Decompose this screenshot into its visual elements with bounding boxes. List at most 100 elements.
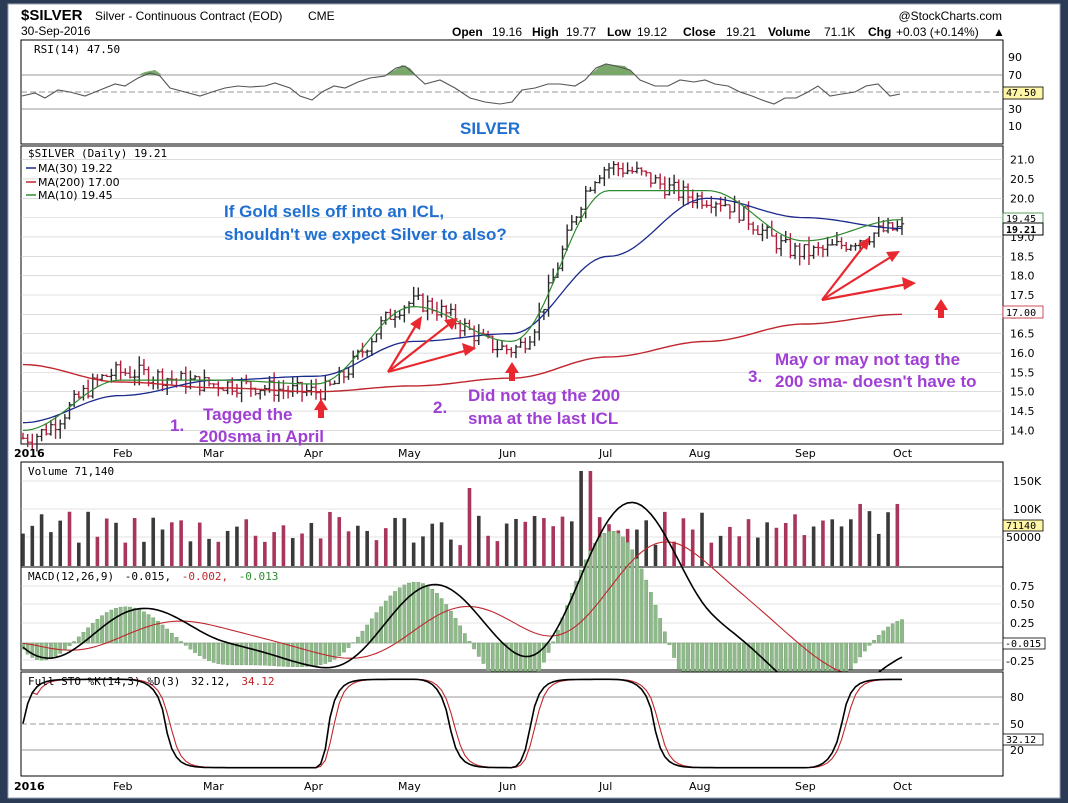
volume-bar <box>495 541 500 566</box>
macd-histogram-bar <box>467 641 472 644</box>
volume-panel-border <box>20 461 1004 568</box>
svg-text:19.16: 19.16 <box>492 25 522 39</box>
macd-histogram-bar <box>323 642 328 664</box>
volume-bar <box>142 541 146 566</box>
macd-histogram-bar <box>281 642 286 667</box>
volume-bar <box>532 516 537 566</box>
volume-bar <box>411 542 416 566</box>
macd-histogram-bar <box>453 618 458 644</box>
volume-bar <box>681 518 686 566</box>
macd-histogram-bar <box>249 642 253 666</box>
svg-text:sma at the last ICL: sma at the last ICL <box>468 409 618 428</box>
volume-bar <box>821 520 825 566</box>
svg-text:71.1K: 71.1K <box>824 25 855 39</box>
volume-bar <box>123 542 128 566</box>
volume-bar <box>328 511 332 566</box>
volume-bar <box>104 518 109 566</box>
volume-bar <box>356 525 360 566</box>
volume-bar <box>160 529 165 566</box>
macd-histogram-bar <box>411 581 416 644</box>
macd-histogram-bar <box>579 569 583 644</box>
macd-histogram-bar <box>211 642 216 663</box>
volume-bar <box>653 544 658 566</box>
volume-bar <box>569 521 574 566</box>
macd-histogram-bar <box>160 624 165 644</box>
macd-histogram-bar <box>662 631 667 644</box>
svg-text:2016: 2016 <box>14 780 45 793</box>
svg-text:Close: Close <box>683 25 716 39</box>
volume-bar <box>39 514 44 566</box>
macd-histogram-bar <box>639 568 644 644</box>
svg-text:Jun: Jun <box>498 447 516 460</box>
macd-histogram-bar <box>444 604 449 644</box>
macd-histogram-bar <box>588 550 593 644</box>
macd-histogram-bar <box>179 641 183 644</box>
up-arrow-icon <box>934 299 948 318</box>
volume-bar <box>839 526 844 566</box>
svg-text:Aug: Aug <box>689 780 710 793</box>
price-tick-label: 14.0 <box>1010 424 1035 437</box>
volume-bar <box>439 522 444 566</box>
chart-header: $SILVER Silver - Continuous Contract (EO… <box>21 7 1005 39</box>
macd-histogram-bar <box>895 621 900 644</box>
price-tick-label: 18.5 <box>1010 250 1035 263</box>
volume-label: Volume 71,140 <box>28 465 114 478</box>
macd-histogram-bar <box>611 531 616 644</box>
macd-histogram-bar <box>193 642 197 653</box>
volume-bar <box>179 520 183 566</box>
symbol-exchange: CME <box>308 9 335 23</box>
macd-histogram-bar <box>230 642 235 666</box>
volume-bar <box>49 532 53 566</box>
macd-histogram-bar <box>118 606 123 644</box>
macd-histogram-bar <box>146 614 151 644</box>
macd-histogram-bar <box>597 537 602 644</box>
volume-bar <box>690 529 695 566</box>
rsi-center-title: SILVER <box>460 119 520 138</box>
volume-bar <box>197 522 202 566</box>
svg-text:Sep: Sep <box>795 780 816 793</box>
svg-text:2.: 2. <box>433 398 447 417</box>
rsi-line <box>21 63 901 105</box>
volume-bar <box>486 535 490 566</box>
macd-histogram-bar <box>151 617 156 644</box>
macd-histogram-bar <box>63 642 67 651</box>
volume-bar <box>551 526 555 566</box>
ohlc-readout: Open 19.16 High 19.77 Low 19.12 Close 19… <box>452 25 1005 39</box>
svg-text:May: May <box>398 447 421 460</box>
svg-text:Volume: Volume <box>768 25 811 39</box>
svg-text:Mar: Mar <box>203 780 224 793</box>
macd-histogram-bar <box>67 642 72 647</box>
svg-text:32.12: 32.12 <box>1006 735 1036 746</box>
sto-panel: Full STO %K(14,3) %D(3) 32.12, 34.12 80 … <box>20 671 1044 777</box>
macd-histogram-bar <box>672 642 676 658</box>
macd-histogram-bar <box>379 606 383 644</box>
macd-histogram-bar <box>644 579 649 644</box>
macd-histogram-bar <box>490 642 495 676</box>
volume-bar <box>290 538 295 566</box>
macd-histogram-bar <box>472 642 476 650</box>
svg-text:Chg: Chg <box>868 25 891 39</box>
macd-histogram-bar <box>58 642 63 654</box>
ma10-line <box>22 190 903 431</box>
svg-text:Oct: Oct <box>893 780 913 793</box>
volume-bar <box>467 488 472 566</box>
macd-histogram-bar <box>649 592 653 644</box>
volume-bar <box>337 517 342 566</box>
price-tick-label: 16.0 <box>1010 347 1035 360</box>
volume-value-badge: 71140 <box>1002 519 1044 532</box>
volume-bar <box>783 522 788 566</box>
macd-histogram-bar <box>132 607 137 644</box>
svg-text:10: 10 <box>1008 120 1022 133</box>
svg-text:Sep: Sep <box>795 447 816 460</box>
macd-histogram-bar <box>653 604 658 644</box>
annotation-2: 2. Did not tag the 200 sma at the last I… <box>433 386 620 428</box>
annotation-arrows <box>314 237 948 418</box>
svg-text:0.25: 0.25 <box>1010 617 1035 630</box>
volume-bar <box>802 535 807 566</box>
macd-histogram-bar <box>676 642 681 670</box>
macd-histogram-bar <box>328 642 332 662</box>
volume-bar <box>746 519 751 566</box>
macd-histogram-bar <box>481 642 486 664</box>
volume-bar <box>309 522 314 566</box>
macd-histogram-bar <box>542 642 546 663</box>
